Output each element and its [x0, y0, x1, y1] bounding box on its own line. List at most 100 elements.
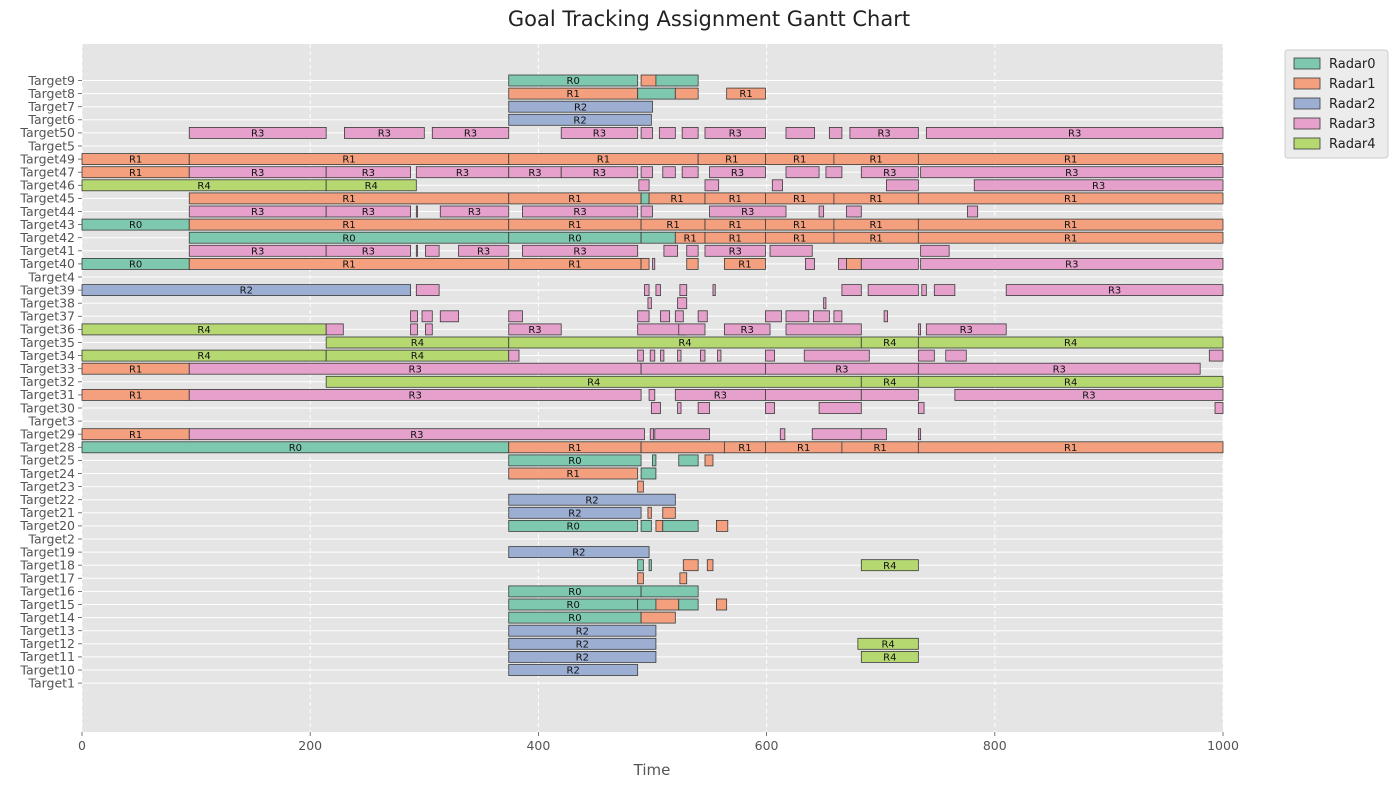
- y-tick-label: Target35: [19, 335, 75, 350]
- gantt-bar: [640, 205, 653, 218]
- bar-label: R1: [342, 260, 355, 271]
- gantt-bar: [785, 127, 815, 139]
- bar-label: R2: [240, 286, 253, 297]
- bar-label: R1: [129, 155, 142, 166]
- y-tick-label: Target32: [19, 374, 75, 389]
- y-tick-label: Target7: [27, 99, 75, 114]
- bar-label: R2: [576, 626, 589, 637]
- bar-label: R3: [883, 168, 896, 179]
- gantt-bar: [421, 310, 433, 323]
- gantt-bar: [640, 166, 653, 179]
- x-axis-label: Time: [633, 761, 671, 779]
- bar-label: R4: [883, 561, 896, 572]
- gantt-bar: [706, 559, 714, 572]
- gantt-bar: [655, 520, 664, 532]
- bar-label: R1: [793, 233, 806, 244]
- bar-label: R1: [729, 233, 742, 244]
- bar-label: R3: [362, 246, 375, 257]
- bar-label: R3: [714, 391, 727, 402]
- bar-label: R4: [1064, 338, 1077, 349]
- y-tick-label: Target13: [19, 623, 75, 638]
- bar-label: R3: [1065, 168, 1078, 179]
- bar-label: R1: [683, 233, 696, 244]
- gantt-bar: [508, 100, 653, 113]
- gantt-bar: [917, 153, 1224, 166]
- gantt-bar: [779, 428, 786, 441]
- gantt-bar: [508, 493, 676, 506]
- y-tick-label: Target38: [19, 296, 75, 311]
- bar-label: R1: [342, 155, 355, 166]
- y-tick-label: Target24: [19, 466, 75, 481]
- bar-label: R1: [568, 194, 581, 205]
- gantt-bar: [655, 598, 680, 611]
- bar-label: R1: [725, 155, 738, 166]
- gantt-bar: [925, 323, 1007, 336]
- gantt-bar: [640, 520, 652, 532]
- bar-label: R1: [670, 194, 683, 205]
- gantt-bar: [677, 297, 688, 310]
- bar-label: R2: [576, 653, 589, 664]
- gantt-bar: [663, 244, 679, 257]
- bar-label: R1: [568, 443, 581, 454]
- y-tick-label: Target39: [19, 282, 75, 297]
- bar-label: R0: [342, 233, 355, 244]
- gantt-bar: [425, 323, 433, 336]
- bar-label: R4: [411, 351, 424, 362]
- bar-label: R3: [362, 207, 375, 218]
- gantt-bar: [508, 546, 650, 558]
- gantt-bar: [883, 310, 888, 323]
- bar-label: R0: [129, 260, 142, 271]
- gantt-bar: [560, 127, 639, 139]
- legend-frame: [1284, 49, 1389, 159]
- y-tick-label: Target19: [19, 544, 75, 559]
- gantt-bar: [726, 87, 766, 100]
- gantt-bar: [841, 284, 862, 297]
- bar-label: R2: [576, 639, 589, 650]
- gantt-bar: [410, 310, 418, 323]
- bar-label: R3: [477, 246, 490, 257]
- bar-label: R3: [456, 168, 469, 179]
- gantt-bar: [860, 559, 919, 572]
- bar-label: R1: [873, 443, 886, 454]
- gantt-bar: [325, 323, 344, 336]
- gantt-bar: [846, 257, 862, 270]
- x-tick-label: 400: [526, 738, 550, 753]
- y-tick-label: Target41: [19, 243, 75, 258]
- gantt-bar: [860, 166, 919, 179]
- gantt-bar: [508, 664, 639, 676]
- gantt-bar: [933, 284, 956, 297]
- y-tick-label: Target5: [27, 138, 75, 153]
- gantt-bar: [638, 179, 650, 192]
- bar-label: R1: [793, 155, 806, 166]
- bar-label: R2: [574, 102, 587, 113]
- gantt-bar: [679, 572, 688, 585]
- y-tick-label: Target22: [19, 492, 75, 507]
- gantt-bar: [700, 349, 706, 362]
- gantt-bar: [715, 598, 728, 611]
- y-tick-label: Target47: [19, 165, 75, 180]
- gantt-bar: [818, 402, 862, 414]
- gantt-bar: [674, 310, 684, 323]
- y-tick-label: Target14: [19, 610, 75, 625]
- gantt-bar: [917, 323, 922, 336]
- gantt-bar: [640, 231, 676, 244]
- bar-label: R1: [567, 469, 580, 480]
- bar-label: R3: [1068, 129, 1081, 140]
- gantt-bar: [678, 454, 699, 467]
- gantt-bar: [652, 454, 657, 467]
- gantt-bar: [647, 506, 652, 519]
- gantt-bar: [508, 310, 523, 323]
- y-tick-label: Target23: [19, 479, 75, 494]
- legend-swatch: [1293, 77, 1321, 90]
- gantt-bar: [658, 127, 676, 139]
- gantt-bar: [917, 218, 1224, 231]
- gantt-bar: [415, 284, 440, 297]
- gantt-bar: [637, 598, 657, 611]
- bar-label: R1: [739, 89, 752, 100]
- gantt-bar: [439, 310, 459, 323]
- y-tick-label: Target17: [19, 571, 75, 586]
- bar-label: R3: [251, 207, 264, 218]
- y-tick-label: Target1: [27, 675, 75, 690]
- gantt-bar: [508, 323, 562, 336]
- gantt-bar: [648, 388, 656, 401]
